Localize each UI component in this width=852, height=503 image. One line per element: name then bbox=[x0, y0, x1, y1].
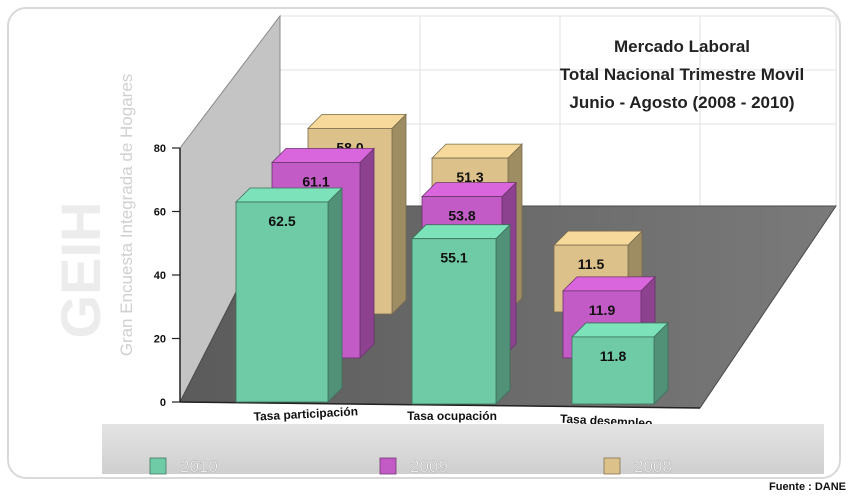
bar-side bbox=[327, 187, 343, 403]
bars-group: 58.061.162.551.353.855.1 11.511.911.8 bbox=[235, 113, 669, 405]
bar-side bbox=[359, 147, 375, 359]
bar-value-label: 51.3 bbox=[456, 169, 483, 185]
bar bbox=[571, 336, 655, 405]
legend-label: 2010 bbox=[180, 457, 218, 476]
legend-swatch bbox=[379, 457, 397, 475]
bar-top bbox=[271, 148, 375, 163]
bar-top bbox=[562, 276, 656, 292]
y-axis-ticks: 0 20 40 60 80 bbox=[154, 143, 180, 409]
legend-label: 2008 bbox=[634, 457, 672, 476]
chart-title-line-2: Total Nacional Trimestre Movil bbox=[560, 65, 804, 84]
y-tick-label: 60 bbox=[154, 207, 166, 219]
source-note: Fuente : DANE bbox=[769, 481, 846, 493]
y-tick-label: 20 bbox=[154, 334, 166, 346]
bar-value-label: 11.5 bbox=[578, 256, 605, 272]
bar-value-label: 53.8 bbox=[448, 208, 475, 224]
bar-top bbox=[421, 182, 517, 198]
chart-title-line-3: Junio - Agosto (2008 - 2010) bbox=[569, 93, 794, 112]
bar bbox=[235, 201, 329, 403]
x-axis-line bbox=[179, 401, 701, 409]
bar-top bbox=[571, 322, 669, 338]
legend-label: 2009 bbox=[410, 457, 448, 476]
bar-value-label: 61.1 bbox=[302, 173, 329, 189]
bar-top bbox=[235, 187, 343, 203]
watermark-subtitle: Gran Encuesta Integrada de Hogares bbox=[117, 74, 136, 357]
y-tick-label: 80 bbox=[154, 143, 166, 155]
legend-swatch bbox=[603, 457, 621, 475]
y-tick-label: 40 bbox=[154, 270, 166, 282]
watermark-geih: GEIH bbox=[49, 202, 112, 339]
legend-swatch bbox=[149, 457, 167, 475]
bar-side bbox=[391, 113, 407, 315]
bar-value-label: 62.5 bbox=[268, 213, 295, 229]
bar-top bbox=[411, 224, 511, 240]
bar-side bbox=[495, 223, 511, 405]
y-tick-label: 0 bbox=[160, 397, 166, 409]
x-tick-label: Tasa ocupación bbox=[407, 409, 497, 423]
legend-panel bbox=[102, 424, 824, 474]
bar-value-label: 55.1 bbox=[440, 250, 467, 266]
bar-top bbox=[553, 230, 643, 246]
bar-top bbox=[307, 114, 407, 129]
bar-top bbox=[431, 143, 523, 159]
legend: 2010 2009 2008 bbox=[149, 457, 672, 476]
bar-value-label: 11.9 bbox=[589, 302, 616, 318]
bar bbox=[411, 238, 497, 405]
x-tick-label: Tasa participación bbox=[253, 404, 358, 423]
bar-value-label: 11.8 bbox=[600, 348, 627, 364]
chart-title-line-1: Mercado Laboral bbox=[614, 37, 750, 56]
